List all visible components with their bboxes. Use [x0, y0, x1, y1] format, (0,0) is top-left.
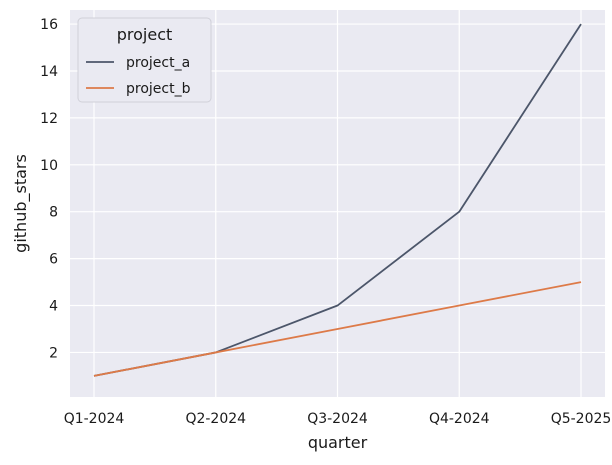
y-tick-label: 14: [40, 64, 58, 80]
y-tick-label: 6: [49, 252, 58, 268]
y-tick-label: 4: [49, 299, 58, 315]
legend-title: project: [117, 25, 173, 44]
y-tick-label: 8: [49, 205, 58, 221]
x-tick-label: Q4-2024: [429, 411, 490, 427]
y-tick-label: 16: [40, 17, 58, 33]
legend-label-project_a: project_a: [126, 55, 190, 71]
legend: project project_a project_b: [77, 17, 212, 103]
x-tick-labels: Q1-2024 Q2-2024 Q3-2024 Q4-2024 Q5-2025: [64, 411, 612, 427]
x-tick-label: Q1-2024: [64, 411, 125, 427]
y-tick-labels: 2 4 6 8 10 12 14 16: [40, 17, 58, 361]
legend-label-project_b: project_b: [126, 81, 191, 97]
x-tick-label: Q5-2025: [551, 411, 612, 427]
x-tick-label: Q3-2024: [307, 411, 368, 427]
legend-items: project_a project_b: [86, 55, 191, 97]
x-axis-label: quarter: [308, 433, 368, 452]
x-tick-label: Q2-2024: [185, 411, 246, 427]
y-axis-label: github_stars: [11, 154, 31, 253]
y-tick-label: 12: [40, 111, 58, 127]
series-layer: [93, 23, 582, 377]
y-tick-label: 2: [49, 345, 58, 361]
series-line-project_b: [93, 281, 582, 377]
y-tick-label: 10: [40, 158, 58, 174]
legend-box: [77, 17, 212, 103]
